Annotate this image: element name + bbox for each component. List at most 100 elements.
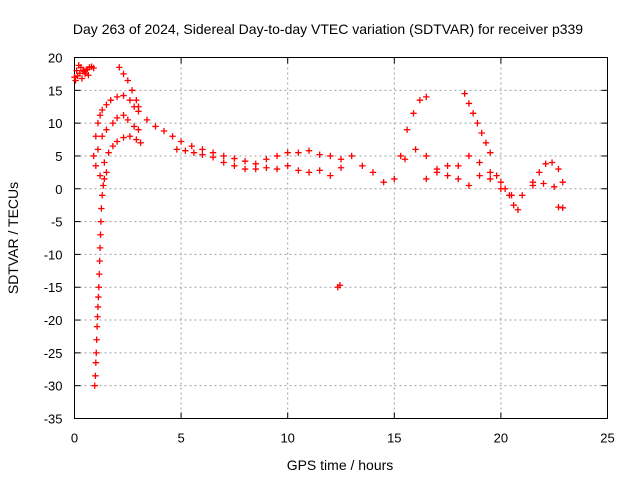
data-point — [559, 204, 566, 212]
data-point — [401, 156, 409, 163]
y-tick-label: -30 — [44, 379, 63, 394]
data-point — [133, 96, 140, 104]
y-tick-label: 10 — [48, 116, 62, 131]
series-evening-arc — [401, 146, 494, 179]
data-point — [231, 162, 238, 169]
data-point — [103, 126, 110, 133]
data-point — [92, 372, 99, 380]
data-point — [124, 116, 131, 124]
data-point — [559, 179, 566, 186]
data-point — [273, 165, 281, 173]
y-tick-label: -20 — [44, 313, 63, 328]
data-point — [327, 172, 334, 179]
data-point — [305, 147, 313, 154]
y-tick-label: -5 — [51, 215, 63, 230]
data-point — [263, 164, 270, 171]
data-point — [548, 159, 556, 166]
data-point — [109, 142, 117, 150]
data-point — [487, 175, 494, 183]
data-point — [412, 146, 419, 153]
data-point — [410, 110, 417, 117]
data-point — [137, 139, 144, 147]
x-tick-label: 10 — [280, 431, 294, 446]
data-point — [95, 284, 103, 291]
tick-labels: 0 5 10 15 20 25 -35 -30 -25 -20 -15 -10 -5 0 5 10 15 20 — [44, 51, 615, 446]
data-point — [78, 75, 86, 82]
data-point — [160, 127, 168, 135]
data-point — [501, 185, 509, 192]
series-late-arc-lower — [519, 179, 566, 199]
y-tick-label: -25 — [44, 346, 63, 361]
data-point — [423, 93, 430, 101]
data-point — [359, 162, 366, 169]
data-point — [99, 192, 106, 199]
series-outlier — [334, 282, 344, 291]
data-point — [97, 231, 104, 238]
data-point — [487, 169, 494, 176]
y-tick-label: 20 — [48, 51, 62, 66]
data-point — [72, 77, 79, 84]
data-point — [113, 138, 121, 145]
data-point — [94, 146, 102, 153]
x-tick-label: 15 — [387, 431, 401, 446]
data-point — [465, 152, 473, 160]
data-point — [76, 70, 84, 77]
data-point — [337, 164, 345, 171]
data-point — [231, 155, 238, 162]
data-point — [91, 382, 98, 389]
data-point — [220, 152, 227, 160]
data-point — [182, 147, 189, 154]
data-point — [103, 101, 110, 108]
data-point — [506, 192, 513, 199]
data-point — [109, 119, 117, 127]
data-point — [497, 179, 505, 186]
data-point — [96, 244, 104, 252]
data-point — [120, 134, 127, 141]
data-point — [305, 169, 313, 176]
y-tick-label: -10 — [44, 247, 63, 262]
data-point — [133, 136, 140, 143]
data-point — [455, 162, 462, 169]
data-point — [433, 169, 441, 176]
data-point — [94, 303, 102, 311]
data-point — [126, 133, 134, 140]
x-tick-label: 25 — [600, 431, 614, 446]
data-point — [316, 167, 323, 174]
data-point — [416, 96, 424, 104]
data-point — [190, 149, 198, 156]
series-decay-lower — [173, 146, 249, 173]
series-decay — [143, 116, 249, 165]
data-point — [295, 149, 302, 156]
data-point — [284, 149, 291, 156]
data-point — [113, 93, 121, 101]
data-point — [284, 162, 291, 169]
data-point — [120, 112, 127, 119]
data-point — [107, 96, 114, 104]
series-peak-18h — [461, 90, 494, 156]
data-point — [327, 152, 334, 160]
data-point — [96, 257, 103, 265]
data-point — [143, 116, 151, 124]
data-point — [126, 96, 134, 104]
series-flat-band — [252, 147, 387, 186]
data-point — [120, 70, 127, 78]
data-point — [96, 270, 103, 278]
data-point — [529, 182, 537, 189]
data-point — [169, 133, 176, 140]
data-point — [85, 72, 92, 79]
data-point — [476, 172, 483, 179]
data-point — [476, 159, 483, 166]
data-point — [444, 162, 451, 169]
x-tick-label: 5 — [177, 431, 184, 446]
data-point — [188, 142, 195, 150]
data-point — [90, 152, 97, 160]
data-point — [120, 92, 127, 99]
grid-lines — [74, 57, 608, 419]
data-point — [77, 64, 85, 71]
data-point — [423, 152, 430, 160]
data-point — [93, 323, 101, 330]
data-point — [444, 172, 451, 179]
series-late-point — [555, 203, 566, 212]
data-point — [316, 151, 323, 158]
